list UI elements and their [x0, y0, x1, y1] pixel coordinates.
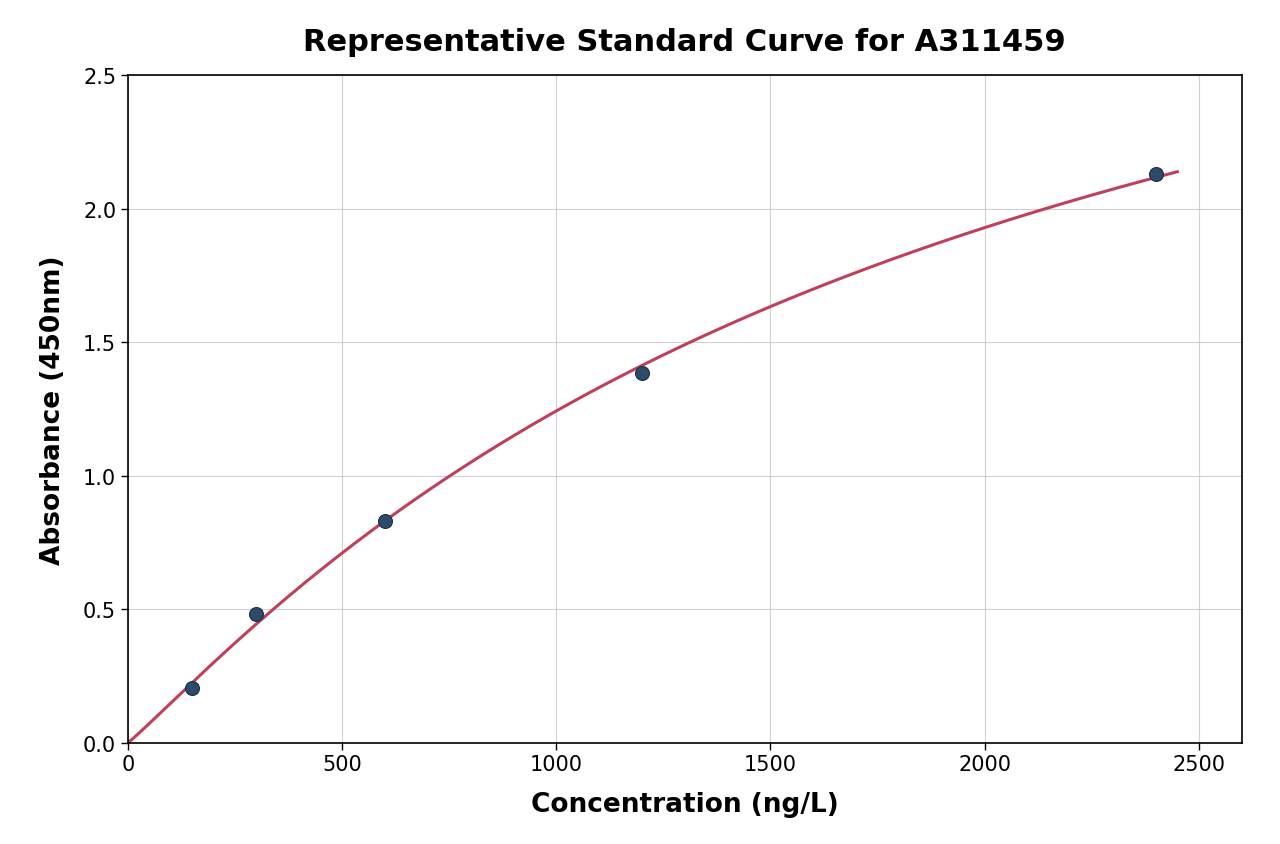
Point	[375, 515, 396, 528]
Point	[632, 366, 653, 380]
Point	[1146, 168, 1166, 181]
Point	[246, 608, 266, 621]
X-axis label: Concentration (ng/L): Concentration (ng/L)	[531, 791, 838, 817]
Title: Representative Standard Curve for A311459: Representative Standard Curve for A31145…	[303, 28, 1066, 57]
Y-axis label: Absorbance (450nm): Absorbance (450nm)	[41, 255, 67, 564]
Point	[182, 681, 202, 695]
